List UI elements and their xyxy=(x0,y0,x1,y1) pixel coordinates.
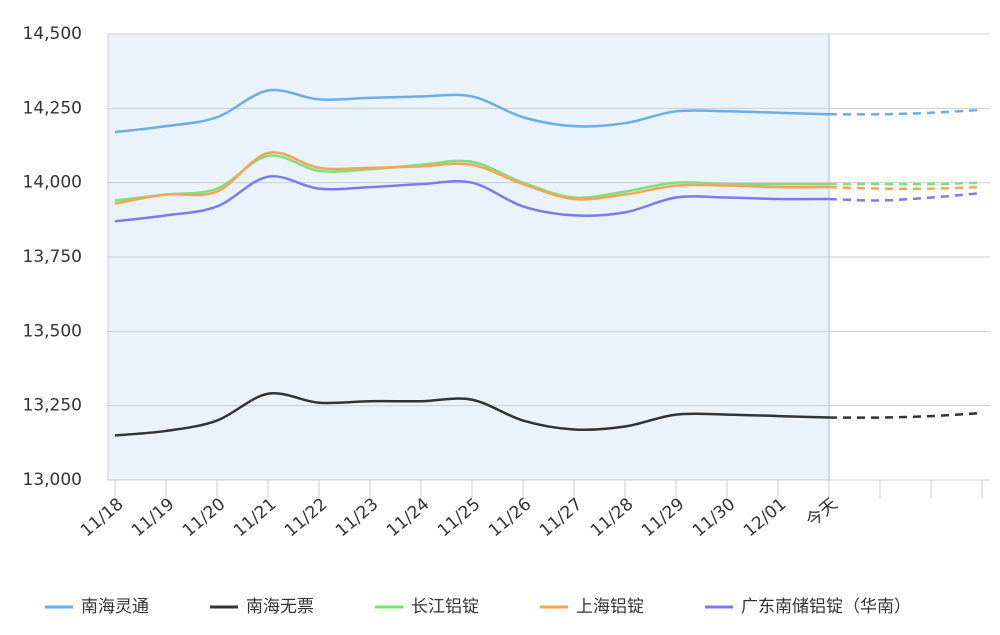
series-line xyxy=(114,88,830,134)
x-tick-label: 11/24 xyxy=(383,494,433,541)
legend-label: 上海铝锭 xyxy=(576,597,644,617)
forecast-line xyxy=(828,185,983,191)
y-tick-label: 13,750 xyxy=(23,247,82,267)
series-line xyxy=(114,392,830,437)
x-tick-label: 11/20 xyxy=(179,494,229,541)
forecast-line xyxy=(829,181,983,186)
y-tick-label: 13,500 xyxy=(23,321,82,341)
legend-label: 广东南储铝锭（华南） xyxy=(741,597,911,617)
x-tick-label: 11/29 xyxy=(638,494,688,541)
x-tick-label: 11/28 xyxy=(587,494,637,541)
forecast-line xyxy=(828,411,983,419)
legend-label: 长江铝锭 xyxy=(411,597,479,617)
series-line xyxy=(114,154,829,202)
x-tick-label: 11/21 xyxy=(230,494,280,541)
forecast-line xyxy=(828,191,983,202)
legend-label: 南海灵通 xyxy=(81,597,149,617)
series-line xyxy=(114,151,830,205)
legend-label: 南海无票 xyxy=(246,597,314,617)
y-tick-label: 14,000 xyxy=(23,173,82,193)
x-tick-label: 11/18 xyxy=(77,494,127,541)
x-tick-label: 11/23 xyxy=(332,494,382,541)
x-tick-label: 11/19 xyxy=(128,494,178,541)
x-tick-label: 11/27 xyxy=(536,494,586,541)
x-tick-label: 11/30 xyxy=(689,494,739,541)
x-tick-label: 12/01 xyxy=(740,494,790,541)
x-tick-label: 今天 xyxy=(803,494,842,531)
series-line xyxy=(114,175,830,223)
y-tick-label: 13,000 xyxy=(23,470,82,490)
y-tick-label: 14,250 xyxy=(23,98,82,118)
x-tick-label: 11/26 xyxy=(485,494,535,541)
y-tick-label: 13,250 xyxy=(23,396,82,416)
y-tick-label: 14,500 xyxy=(23,24,82,44)
x-tick-label: 11/25 xyxy=(434,494,484,541)
x-tick-label: 11/22 xyxy=(281,494,331,541)
forecast-line xyxy=(828,108,983,116)
